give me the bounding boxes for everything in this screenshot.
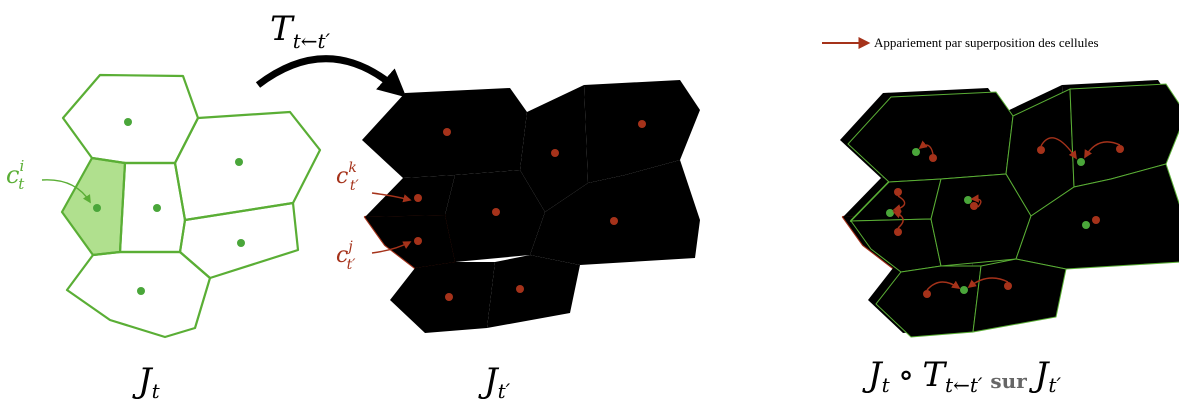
legend-text: Appariement par superposition des cellul…: [874, 35, 1099, 50]
annotation-cj: cj t′: [336, 239, 356, 273]
annotation-arrow: [371, 192, 412, 203]
transform-label: Tt←t′: [270, 9, 331, 53]
transform-arrow: [255, 55, 407, 98]
panel-title: Jt′: [478, 361, 511, 401]
panel-title: Jt ∘ Tt←t′ sur Jt′: [862, 355, 1061, 397]
annotation-arrow: [371, 241, 412, 254]
panel-title: Jt: [132, 361, 161, 401]
overlay-centroids: [886, 137, 1124, 298]
cells-t-prime: [362, 80, 700, 333]
annotation-ck: ck t′: [336, 160, 359, 194]
annotation-arrow: [41, 179, 91, 204]
centroids-t: [93, 118, 245, 295]
annotation-ci: ci t: [6, 157, 25, 193]
centroids-t-prime: [414, 120, 646, 301]
cells-t: [60, 73, 322, 339]
overlay-green: [847, 83, 1179, 338]
